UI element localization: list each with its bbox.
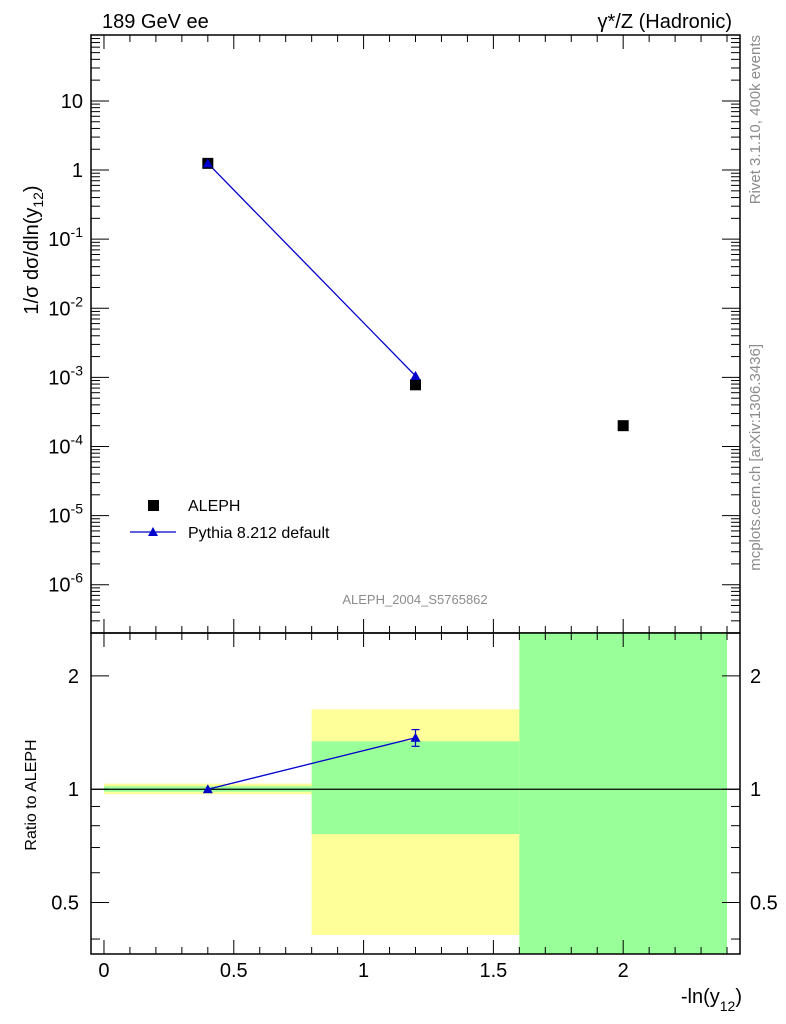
legend-aleph-label: ALEPH [188, 498, 240, 515]
ratio-mc-line [207, 737, 416, 790]
ratio-data-marks [202, 729, 421, 794]
main-y-tick-label-base: 10 [48, 298, 70, 320]
legend-mc-marker [148, 527, 158, 536]
legend-aleph-marker [148, 500, 159, 511]
ratio-band-inner [519, 633, 728, 954]
rivet-version-label: Rivet 3.1.10, 400k events [747, 35, 764, 204]
main-data-marks [202, 157, 629, 432]
main-y-tick-label-base: 10 [48, 575, 70, 597]
x-tick-label: 1 [358, 960, 369, 982]
x-tick-label: 2 [618, 960, 629, 982]
ratio-y-tick-label-left: 2 [68, 666, 79, 688]
legend: ALEPH Pythia 8.212 default [130, 498, 330, 542]
header-left-label: 189 GeV ee [102, 11, 209, 33]
main-frame [90, 34, 741, 634]
ratio-ticks [91, 633, 740, 954]
mcplots-reference-label: mcplots.cern.ch [arXiv:1306.3436] [747, 344, 764, 571]
ratio-y-tick-label-left: 0.5 [51, 893, 79, 915]
main-y-tick-label-exp: -5 [71, 501, 84, 517]
main-y-tick-label-exp: -4 [71, 431, 84, 447]
aleph-data-point [617, 420, 629, 432]
x-axis-label: -ln(y12) [681, 986, 742, 1014]
main-y-tick-label: 10-4 [48, 431, 83, 458]
header-right-label: γ*/Z (Hadronic) [598, 11, 732, 33]
main-y-tick-label: 10 [61, 91, 83, 113]
main-y-tick-label: 10-6 [48, 570, 83, 597]
main-y-axis-label-end: ) [21, 185, 43, 192]
x-axis-label-sub: 12 [720, 998, 736, 1014]
ratio-mc-point [410, 732, 421, 742]
main-y-tick-label-base: 10 [48, 436, 70, 458]
x-axis-label-main: -ln(y [681, 986, 720, 1008]
main-y-axis-label-sub: 12 [30, 192, 46, 208]
main-y-axis-label-main: 1/σ dσ/dln(y [21, 208, 43, 315]
x-tick-label: 0 [98, 960, 109, 982]
ratio-mc-point [202, 784, 213, 794]
mc-data-point [410, 370, 421, 380]
main-y-tick-label-base: 1 [72, 160, 83, 182]
main-y-tick-label-exp: -6 [71, 570, 84, 586]
main-y-axis-label: 1/σ dσ/dln(y12) [21, 185, 46, 314]
x-tick-label: 1.5 [479, 960, 507, 982]
main-y-tick-label: 10-2 [48, 293, 83, 320]
x-axis-label-end: ) [735, 986, 742, 1008]
ratio-y-tick-label-right: 0.5 [750, 893, 778, 915]
mc-data-point [202, 158, 213, 168]
main-ticks [91, 34, 740, 634]
ratio-panel: 0.5 0.51 12 20 0.5 1 1.5 2 Ratio to ALEPH -ln(y… [23, 632, 778, 1014]
main-y-tick-label-exp: -1 [71, 224, 84, 240]
main-y-tick-label-base: 10 [61, 91, 83, 113]
ratio-frame [90, 632, 741, 955]
ratio-tick-labels: 0.5 0.5 1 1 2 2 0 0.5 1 1.5 2 [51, 666, 778, 982]
ratio-y-tick-label-left: 1 [68, 779, 79, 801]
main-y-tick-label-exp: -2 [71, 293, 84, 309]
main-y-tick-label-exp: -3 [71, 362, 84, 378]
main-y-tick-label-base: 10 [48, 506, 70, 528]
main-y-tick-label: 10-5 [48, 501, 83, 528]
ratio-uncertainty-bands [103, 633, 728, 954]
main-y-tick-label-base: 10 [48, 229, 70, 251]
main-y-tick-label: 10-1 [48, 224, 83, 251]
x-tick-label: 0.5 [220, 960, 248, 982]
legend-mc-label: Pythia 8.212 default [188, 525, 330, 542]
ratio-y-tick-label-right: 1 [750, 779, 761, 801]
analysis-id-label: ALEPH_2004_S5765862 [342, 592, 487, 607]
aleph-data-point [410, 379, 421, 391]
main-y-tick-label-base: 10 [48, 367, 70, 389]
ratio-y-axis-label: Ratio to ALEPH [23, 739, 40, 850]
main-y-tick-label: 1 [72, 160, 83, 182]
ratio-y-tick-label-right: 2 [750, 666, 761, 688]
mc-line [207, 162, 416, 377]
main-y-tick-label: 10-3 [48, 362, 83, 389]
ratio-band-inner [311, 741, 520, 835]
